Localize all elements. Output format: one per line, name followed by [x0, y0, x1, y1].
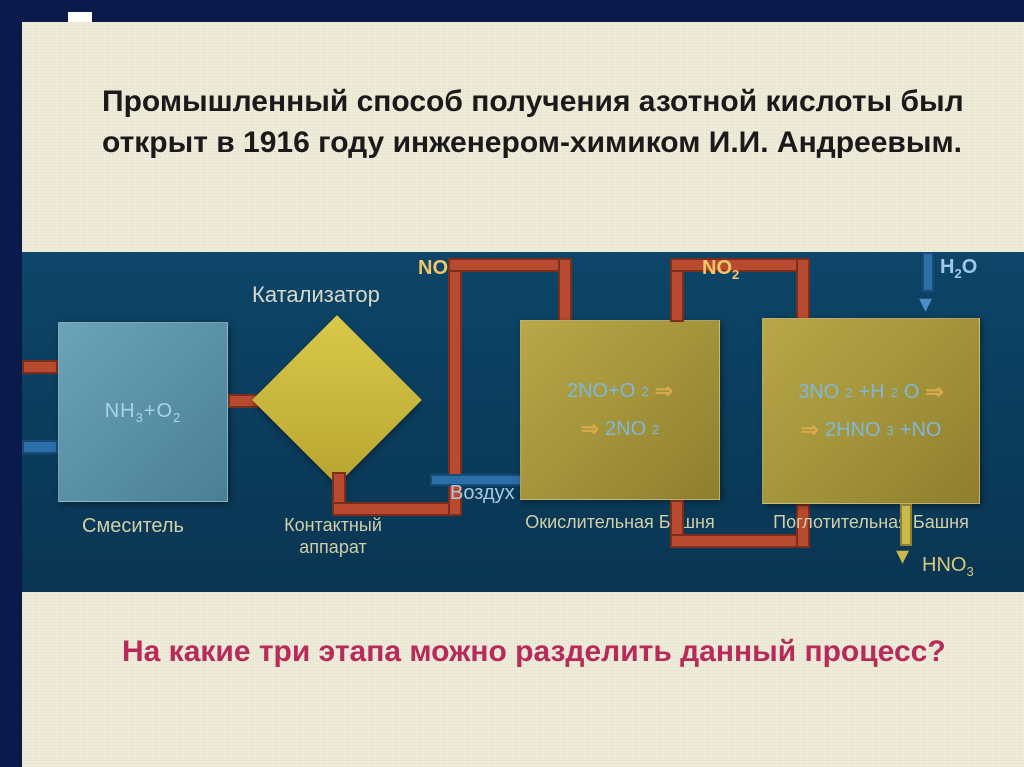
no2-label: NO2: [702, 257, 739, 282]
air-label: Воздух: [450, 482, 515, 505]
pipe-t2-in-top: [796, 258, 810, 320]
catalyst-diamond: [252, 315, 422, 485]
pipe-cat-over: [448, 258, 572, 272]
pipe-cat-into-t1: [558, 258, 572, 322]
absorption-tower: 3NO2+H2O ⇒ ⇒ 2HNO3+NO: [762, 318, 980, 504]
contact-caption: Контактный аппарат: [258, 515, 408, 558]
mixer-caption: Смеситель: [82, 515, 184, 538]
no-label: NO: [418, 257, 448, 280]
title-text: Промышленный способ получения азотной ки…: [22, 22, 1024, 193]
oxidation-tower: 2NO+O2 ⇒ ⇒ 2NO2: [520, 320, 720, 500]
tower1-line1: 2NO+O2 ⇒: [567, 378, 673, 404]
mixer-formula: NH3+O2: [105, 400, 182, 425]
process-diagram: NH3+O2 Смеситель Катализатор Контактный …: [22, 252, 1024, 592]
slide-frame: Промышленный способ получения азотной ки…: [0, 0, 1024, 767]
mixer-box: NH3+O2: [58, 322, 228, 502]
hno3-label: HNO3: [922, 554, 974, 579]
pipe-h2o: [922, 252, 934, 292]
catalyst-label: Катализатор: [252, 282, 380, 308]
pipe-in-red: [22, 360, 58, 374]
question-text: На какие три этапа можно разделить данны…: [122, 632, 984, 673]
tower2-line2: ⇒ 2HNO3+NO: [801, 417, 942, 443]
tower2-line1: 3NO2+H2O ⇒: [798, 379, 944, 405]
h2o-label: H2O: [940, 256, 977, 281]
tower1-caption: Окислительная Башня: [520, 512, 720, 534]
pipe-t1-t2-bot: [670, 534, 810, 548]
pipe-in-blue: [22, 440, 58, 454]
h2o-arrow-icon: ▾: [919, 288, 932, 319]
hno3-arrow-icon: ▾: [896, 540, 909, 571]
slide-canvas: Промышленный способ получения азотной ки…: [22, 22, 1024, 767]
tower1-line2: ⇒ 2NO2: [581, 416, 660, 442]
pipe-t1-t2-top: [670, 258, 810, 272]
pipe-cat-under: [332, 502, 462, 516]
tower2-caption: Поглотительная Башня: [762, 512, 980, 534]
